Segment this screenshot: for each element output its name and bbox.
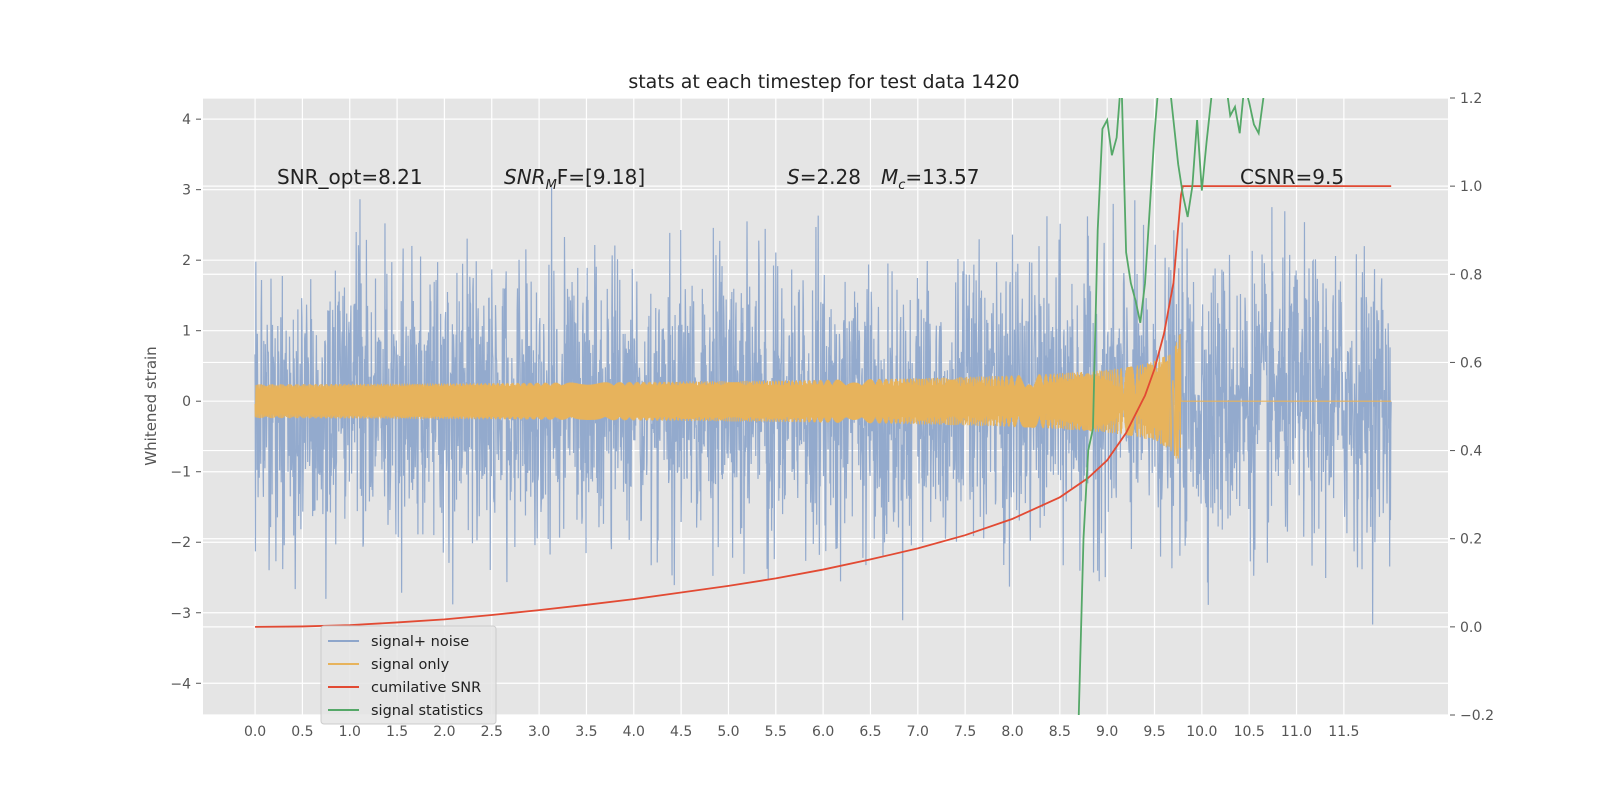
series-signal-only (254, 333, 1392, 459)
y2-axis: 1.2 1.0 0.8 0.6 0.4 0.2 0.0 −0.2 (1450, 91, 1494, 724)
x-tick-label: 5.0 (717, 724, 739, 740)
y-tick-label: −1 (170, 465, 191, 481)
annotation-mc: Mc=13.57 (881, 165, 979, 193)
x-tick-label: 8.5 (1049, 724, 1071, 740)
y2-tick-label: 0.2 (1460, 532, 1482, 548)
annotation-snr-mf: SNRMF=[9.18] (504, 165, 645, 193)
x-tick-label: 0.5 (291, 724, 313, 740)
x-tick-label: 11.5 (1328, 724, 1359, 740)
chart-title: stats at each timestep for test data 142… (628, 71, 1019, 93)
y-tick-label: 2 (182, 253, 191, 269)
legend: signal+ noise signal only cumilative SNR… (320, 625, 497, 725)
x-tick-label: 10.5 (1234, 724, 1265, 740)
y-tick-label: 0 (182, 394, 191, 410)
y-tick-label: −4 (170, 676, 191, 692)
y-tick-label: 4 (182, 112, 191, 128)
x-tick-label: 9.0 (1096, 724, 1118, 740)
annotations: SNR_opt=8.21 SNRMF=[9.18] S=2.28 Mc=13.5… (277, 165, 1344, 193)
x-tick-label: 5.5 (765, 724, 787, 740)
legend-label-cumulative-snr: cumilative SNR (371, 680, 481, 696)
x-tick-label: 3.0 (528, 724, 550, 740)
y-tick-label: 3 (182, 183, 191, 199)
y-tick-label: −3 (170, 606, 191, 622)
x-tick-label: 7.5 (954, 724, 976, 740)
y-axis: 4 3 2 1 0 −1 −2 −3 −4 (170, 112, 201, 692)
x-tick-label: 2.5 (481, 724, 503, 740)
x-tick-label: 11.0 (1281, 724, 1312, 740)
x-tick-label: 6.5 (859, 724, 881, 740)
series-cumulative-snr (255, 185, 1392, 628)
x-tick-label: 10.0 (1186, 724, 1217, 740)
y-tick-label: −2 (170, 535, 191, 551)
series-layer (254, 98, 1392, 715)
legend-label-signal-noise: signal+ noise (371, 634, 469, 650)
legend-label-signal-statistics: signal statistics (371, 703, 483, 719)
x-tick-label: 7.0 (907, 724, 929, 740)
y2-tick-label: −0.2 (1460, 708, 1494, 724)
x-tick-label: 4.0 (623, 724, 645, 740)
annotation-snr-opt: SNR_opt=8.21 (277, 165, 423, 189)
x-tick-label: 8.0 (1001, 724, 1023, 740)
x-tick-label: 1.0 (339, 724, 361, 740)
x-axis: 0.0 0.5 1.0 1.5 2.0 2.5 3.0 3.5 4.0 4.5 5.0 5.5 6.0 6… (244, 724, 1360, 740)
y-axis-label: Whitened strain (142, 346, 160, 465)
x-tick-label: 9.5 (1143, 724, 1165, 740)
legend-box (320, 625, 497, 725)
annotation-s: S=2.28 (787, 165, 861, 189)
y2-tick-label: 0.4 (1460, 444, 1482, 460)
y-tick-label: 1 (182, 324, 191, 340)
x-tick-label: 3.5 (575, 724, 597, 740)
y2-tick-label: 1.2 (1460, 91, 1482, 107)
series-signal-statistics (1077, 98, 1265, 715)
x-tick-label: 4.5 (670, 724, 692, 740)
y2-tick-label: 0.6 (1460, 355, 1482, 371)
annotation-csnr: CSNR=9.5 (1240, 165, 1344, 189)
x-tick-label: 0.0 (244, 724, 266, 740)
y2-tick-label: 0.0 (1460, 620, 1482, 636)
legend-label-signal-only: signal only (371, 657, 450, 673)
x-tick-label: 1.5 (386, 724, 408, 740)
y2-tick-label: 1.0 (1460, 179, 1482, 195)
x-tick-label: 2.0 (433, 724, 455, 740)
x-tick-label: 6.0 (812, 724, 834, 740)
y2-tick-label: 0.8 (1460, 267, 1482, 283)
